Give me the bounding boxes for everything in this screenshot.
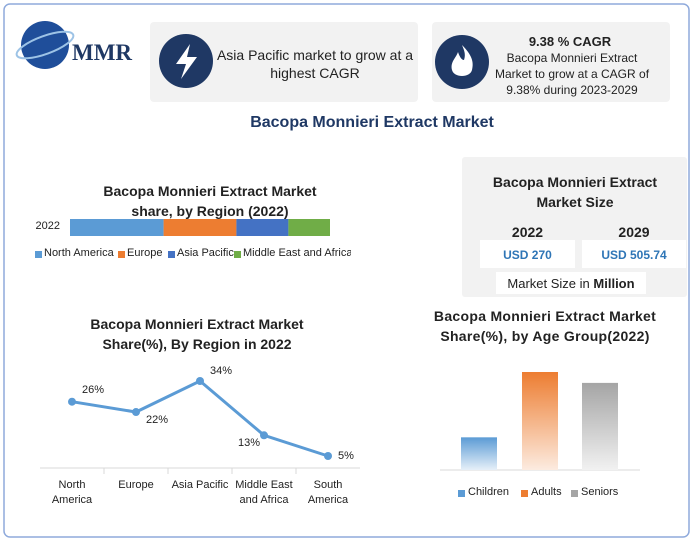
bar-segment [163,219,237,236]
value-pill [480,240,575,268]
legend-swatch [118,251,125,258]
flame-icon [451,45,473,76]
note-text: Market Size in [507,276,590,291]
bar-fade [522,372,558,470]
point [132,408,140,417]
chart-title: Bacopa Monnieri Extract Market Share(%),… [90,316,304,352]
card-title: 9.38 % CAGR [528,34,612,49]
size-value: USD 270 [503,248,552,262]
data-label: 5% [338,450,354,462]
value-pill [582,240,686,268]
legend-label: Seniors [581,486,619,498]
line [71,379,329,458]
y-tick-label: 2022 [35,220,60,232]
legend-swatch [168,251,175,258]
size-title: Bacopa Monnieri Extract Market Size [492,174,658,210]
legend-swatch [35,251,42,258]
point [68,397,76,406]
note-unit: Million [593,276,635,291]
legend-label: Asia Pacific [177,247,234,259]
note-pill [496,272,646,294]
x-tick-label: Asia Pacific [171,479,229,491]
card [150,22,418,102]
point [196,377,204,385]
legend-swatch [571,490,578,497]
logo-globe [21,21,69,69]
data-label: 34% [210,365,233,377]
legend-swatch [458,490,465,497]
year: 2022 [511,224,544,240]
legend-swatch [521,490,528,497]
main-title: Bacopa Monnieri Extract Market [250,114,494,131]
legend-label: Europe [127,247,163,259]
point [260,431,268,440]
bar-segment [288,219,330,236]
bar-fade [582,382,618,470]
bar-segment [70,219,164,236]
chart-title: Bacopa Monnieri Extract Market share, by… [103,183,317,219]
data-label: 22% [146,414,169,427]
logo-ring [15,30,75,60]
x-tick-label: North America [51,479,93,506]
legend-label: Adults [531,486,562,498]
legend-swatch [234,251,241,258]
size-value: USD 505.74 [601,248,667,262]
logo-text: MMR [72,40,133,65]
card-text: Bacopa Monnieri Extract Market to grow a… [494,51,650,97]
card-text: Asia Pacific market to grow at a highest… [216,47,414,81]
legend-label: North America [44,247,114,259]
year: 2029 [618,224,650,240]
data-label: 26% [82,383,105,396]
card [432,22,670,102]
size-note: Market Size in Million [496,276,646,291]
bolt-icon [176,44,197,79]
data-label: 13% [238,437,261,450]
x-tick-label: South America [307,479,349,506]
bar-segment [236,219,289,236]
chart-title: Bacopa Monnieri Extract Market Share(%),… [433,308,657,344]
x-tick-label: Middle East and Africa [235,479,293,506]
frame [3,3,690,538]
legend-label: Middle East and Africa [243,247,351,259]
legend-label: Children [468,486,509,498]
bar-fade [461,437,497,470]
x-tick-label: Europe [118,479,154,491]
point [324,452,332,460]
